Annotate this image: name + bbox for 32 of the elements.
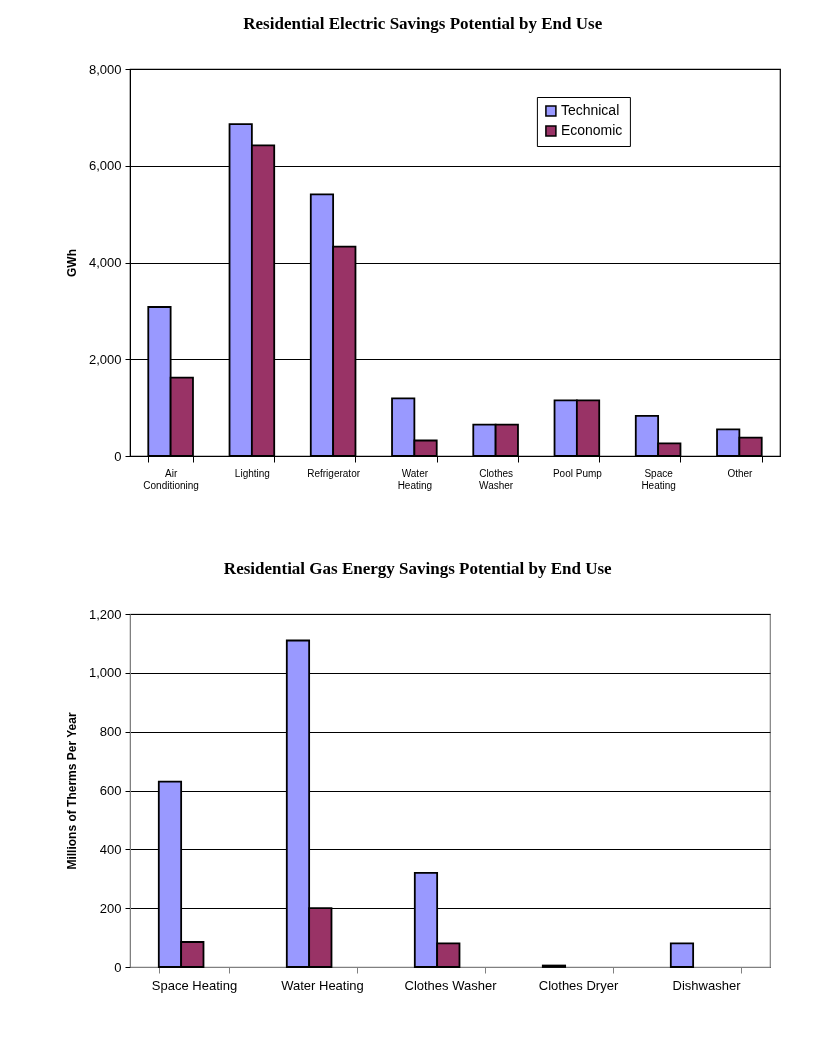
x-tick-label: Clothes Washer: [479, 467, 514, 491]
y-tick-label: 1,000: [88, 665, 122, 681]
y-axis-title: Millions of Therms Per Year: [64, 712, 79, 870]
legend-label: Technical: [560, 102, 620, 118]
x-tick-label: Refrigerator: [307, 467, 361, 479]
x-tick-label: Other: [727, 467, 754, 479]
legend-label: Economic: [560, 122, 623, 138]
y-tick-label: 6,000: [88, 158, 122, 174]
y-tick-label: 1,200: [88, 606, 122, 622]
x-tick-label: Pool Pump: [552, 467, 603, 479]
y-tick-label: 200: [99, 900, 122, 916]
x-tick-label: Clothes Washer: [404, 977, 498, 993]
x-tick-label: Space Heating: [151, 977, 238, 993]
x-tick-label: Air Conditioning: [143, 467, 199, 491]
y-tick-label: 2,000: [88, 351, 122, 367]
chart-title: Residential Gas Energy Savings Potential by End Use: [223, 559, 613, 578]
x-tick-label: Water Heating: [281, 977, 364, 993]
x-tick-label: Water Heating: [397, 467, 433, 491]
x-tick-label: Space Heating: [641, 467, 676, 491]
x-tick-label: Lighting: [234, 467, 270, 479]
y-axis-title: GWh: [64, 249, 79, 277]
x-tick-label: Clothes Dryer: [538, 977, 619, 993]
y-tick-label: 600: [99, 783, 122, 798]
y-tick-label: 0: [114, 448, 122, 464]
bar: [669, 942, 695, 968]
y-tick-label: 400: [99, 841, 122, 857]
x-tick-label: Dishwasher: [672, 977, 742, 993]
y-tick-label: 4,000: [88, 255, 122, 270]
y-tick-label: 800: [99, 724, 122, 740]
chart-title: Residential Electric Savings Potential by End Use: [243, 14, 603, 33]
y-tick-label: 0: [114, 959, 122, 975]
y-tick-label: 8,000: [88, 61, 122, 77]
